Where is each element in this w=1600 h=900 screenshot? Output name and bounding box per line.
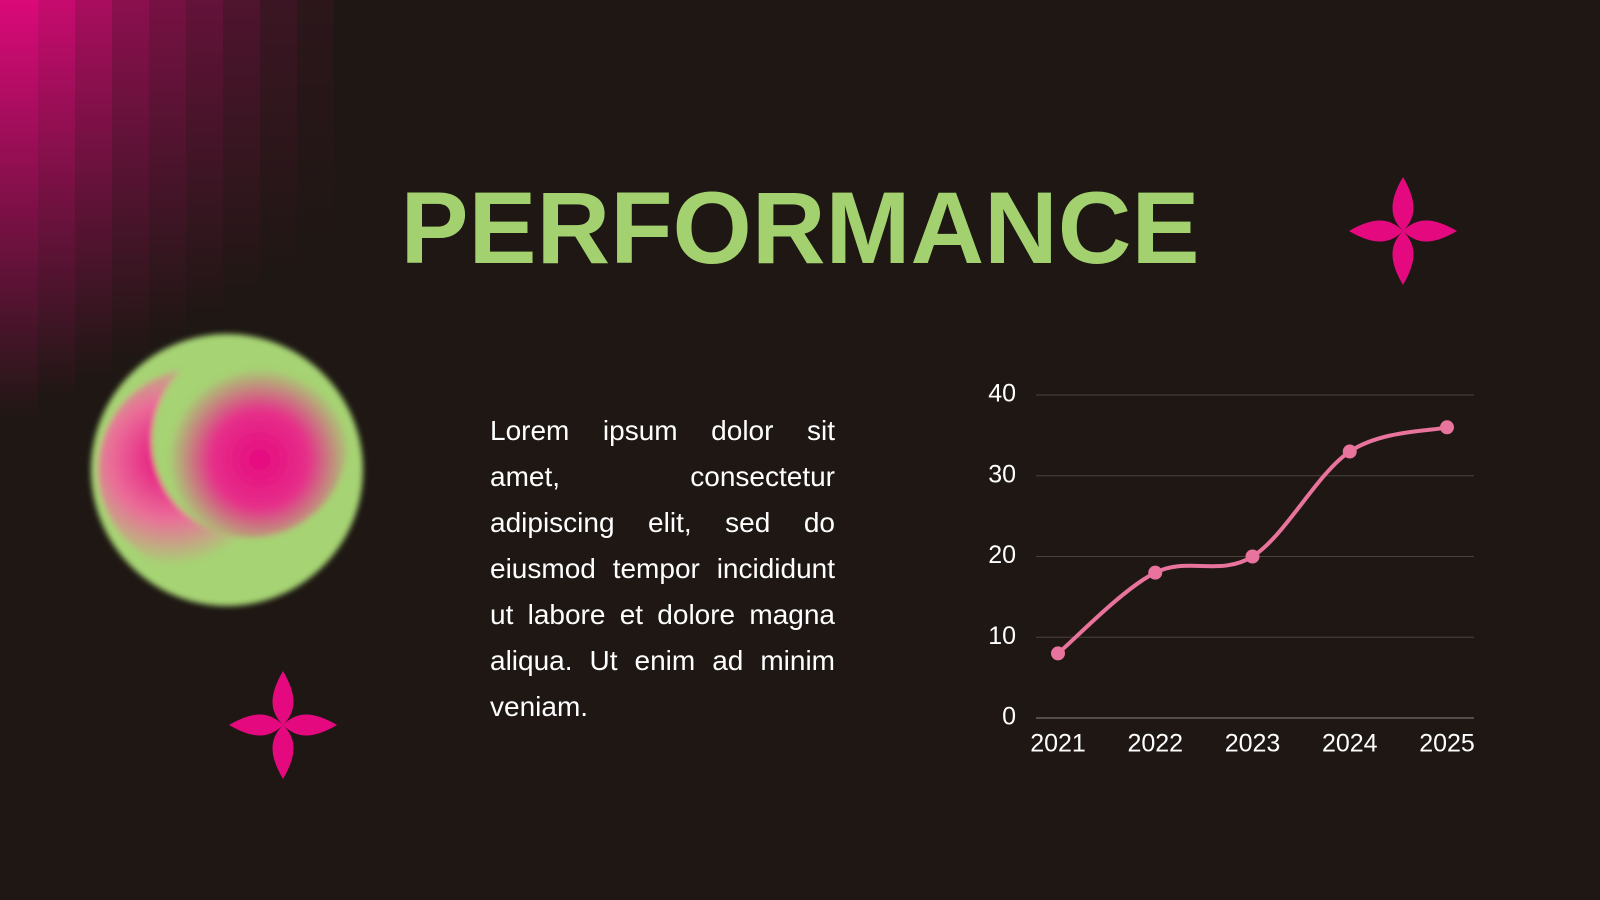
orb	[91, 334, 363, 606]
x-tick-label: 2025	[1419, 730, 1475, 758]
x-tick-label: 2021	[1030, 730, 1086, 758]
line	[1056, 425, 1449, 656]
x-tick-label: 2022	[1127, 730, 1183, 758]
x-tick-label: 2024	[1322, 730, 1378, 758]
star-decoration	[229, 671, 337, 779]
y-tick-label: 10	[988, 622, 1016, 650]
point	[1245, 549, 1260, 564]
y-tick-label: 40	[988, 380, 1016, 408]
point	[1051, 646, 1065, 661]
body-text: Lorem ipsum dolor sit amet, consectetur …	[490, 415, 835, 722]
point	[1148, 565, 1163, 580]
y-tick-label: 0	[1002, 703, 1016, 731]
slide-title: PERFORMANCE	[400, 171, 1199, 285]
y-tick-label: 20	[988, 541, 1016, 569]
point	[1440, 420, 1454, 435]
point	[1342, 444, 1357, 459]
chart: 0 10 20 30 40 2021 2022 2023 2024 2025	[988, 380, 1475, 758]
star-decoration	[1349, 177, 1457, 285]
x-tick-label: 2023	[1225, 730, 1281, 758]
stripes	[0, 0, 334, 420]
y-tick-label: 30	[988, 460, 1016, 488]
